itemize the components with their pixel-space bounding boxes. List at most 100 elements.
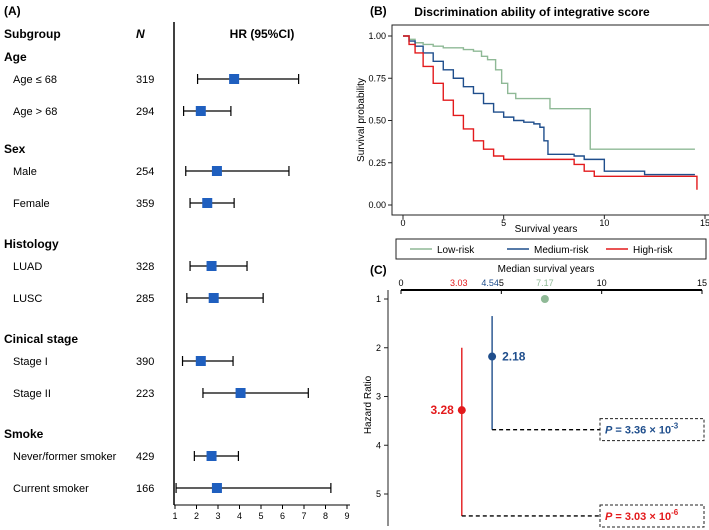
ms-pvalue-exponent: -6 xyxy=(671,508,679,517)
ms-point-low xyxy=(540,295,549,303)
forest-row-label: Stage II xyxy=(13,388,51,400)
forest-row-label: Age > 68 xyxy=(13,106,57,118)
forest-row-label: LUAD xyxy=(13,261,42,273)
forest-hr-marker xyxy=(195,106,206,116)
km-y-tick-label: 0.25 xyxy=(368,158,386,168)
km-legend-label: Medium-risk xyxy=(534,245,589,256)
ms-x-ticks: 0 5 10 15 xyxy=(398,278,707,294)
ms-pvalue-symbol: P xyxy=(605,511,613,523)
ms-y-tick-label: 3 xyxy=(376,392,381,402)
ms-x-tick-label: 10 xyxy=(597,278,607,288)
panel-label-a: (A) xyxy=(4,4,21,18)
forest-group-label: Age xyxy=(4,50,27,64)
km-y-tick-label: 1.00 xyxy=(368,31,386,41)
forest-row-n: 285 xyxy=(136,293,154,305)
forest-hr-marker xyxy=(195,356,206,366)
km-legend-label: Low-risk xyxy=(437,245,475,256)
ms-hr-label-high: 3.28 xyxy=(430,403,454,417)
forest-row-n: 319 xyxy=(136,74,154,86)
km-y-label: Survival probability xyxy=(356,78,367,162)
forest-hr-marker xyxy=(211,166,222,176)
km-x-tick-label: 10 xyxy=(599,218,609,228)
ms-x-tick-label: 5 xyxy=(499,278,504,288)
forest-group-label: Cinical stage xyxy=(4,332,78,346)
forest-x-tick-label: 3 xyxy=(215,511,220,521)
forest-row-n: 166 xyxy=(136,483,154,495)
forest-hr-marker xyxy=(211,483,222,493)
km-y-tick-label: 0.75 xyxy=(368,73,386,83)
ms-pvalue-box xyxy=(599,418,705,442)
ms-y-label: Hazard Ratio xyxy=(363,375,374,434)
km-title: Discrimination ability of integrative sc… xyxy=(414,5,650,19)
ms-points: 7.174.543.032.183.28P = 3.36 × 10-3P = 3… xyxy=(430,278,705,528)
forest-x-tick-label: 9 xyxy=(344,511,349,521)
km-plot-frame xyxy=(391,24,709,216)
ms-y-tick-label: 1 xyxy=(376,294,381,304)
km-x-tick-label: 0 xyxy=(400,218,405,228)
forest-row-label: Male xyxy=(13,166,37,178)
ms-hr-label-medium: 2.18 xyxy=(502,350,526,364)
forest-x-ticks: 1 2 3 4 5 6 7 8 9 xyxy=(172,505,350,521)
km-plot: Discrimination ability of integrative sc… xyxy=(356,5,709,260)
forest-row-n: 359 xyxy=(136,198,154,210)
forest-group-label: Histology xyxy=(4,237,59,251)
forest-x-tick-label: 6 xyxy=(280,511,285,521)
km-y-tick-label: 0.50 xyxy=(368,116,386,126)
ms-y-tick-label: 4 xyxy=(376,440,381,450)
ms-median-label: 3.03 xyxy=(450,278,468,288)
forest-hr-marker xyxy=(206,451,217,461)
km-x-tick-label: 5 xyxy=(501,218,506,228)
forest-hr-marker xyxy=(206,261,217,271)
forest-row-label: Current smoker xyxy=(13,483,89,495)
km-legend: Low-risk Medium-risk High-risk xyxy=(395,238,707,260)
forest-header-n: N xyxy=(136,27,145,41)
median-survival-plot: Median survival years Hazard Ratio 0 5 10 1… xyxy=(363,264,707,528)
km-y-ticks: 0.00 0.25 0.50 0.75 1.00 xyxy=(368,31,392,210)
forest-row-n: 223 xyxy=(136,388,154,400)
forest-row-n: 328 xyxy=(136,261,154,273)
km-x-label: Survival years xyxy=(515,224,578,235)
forest-hr-marker xyxy=(208,293,219,303)
km-legend-box xyxy=(395,238,707,260)
forest-x-tick-label: 2 xyxy=(194,511,199,521)
ms-pvalue-exponent: -3 xyxy=(671,422,679,431)
ms-x-label: Median survival years xyxy=(498,264,595,275)
forest-row-label: Stage I xyxy=(13,356,48,368)
ms-y-tick-label: 5 xyxy=(376,489,381,499)
forest-hr-marker xyxy=(229,74,240,84)
ms-pvalue-value: = 3.03 × 10 xyxy=(612,511,671,523)
forest-rows: Age Age ≤ 68 319 Age > 68 294 Sex Male 254 Femal… xyxy=(4,50,332,495)
ms-x-tick-label: 0 xyxy=(398,278,403,288)
km-line-low xyxy=(403,35,695,150)
panel-label-b: (B) xyxy=(370,4,387,18)
forest-x-tick-label: 7 xyxy=(301,511,306,521)
forest-x-tick-label: 5 xyxy=(258,511,263,521)
ms-pvalue-box xyxy=(599,504,705,528)
km-series xyxy=(403,35,698,190)
ms-median-label: 4.54 xyxy=(481,278,499,288)
forest-x-tick-label: 8 xyxy=(323,511,328,521)
ms-median-label: 7.17 xyxy=(536,278,554,288)
ms-pvalue-value: = 3.36 × 10 xyxy=(612,425,671,437)
forest-row-n: 294 xyxy=(136,106,154,118)
ms-x-tick-label: 15 xyxy=(697,278,707,288)
ms-point-high xyxy=(457,406,466,415)
km-y-tick-label: 0.00 xyxy=(368,200,386,210)
forest-x-tick-label: 1 xyxy=(172,511,177,521)
ms-pvalue-symbol: P xyxy=(605,425,613,437)
forest-header-hr: HR (95%CI) xyxy=(230,27,295,41)
forest-hr-marker xyxy=(202,198,213,208)
forest-x-tick-label: 4 xyxy=(237,511,242,521)
forest-group-label: Smoke xyxy=(4,427,44,441)
ms-pvalue-text: P = 3.03 × 10-6 xyxy=(605,508,679,523)
ms-pvalue-text: P = 3.36 × 10-3 xyxy=(605,422,679,437)
ms-point-medium xyxy=(488,352,497,361)
forest-row-label: Age ≤ 68 xyxy=(13,74,57,86)
forest-header-subgroup: Subgroup xyxy=(4,27,61,41)
forest-row-n: 254 xyxy=(136,166,154,178)
km-line-high xyxy=(403,35,698,190)
ms-y-tick-label: 2 xyxy=(376,343,381,353)
forest-row-n: 390 xyxy=(136,356,154,368)
